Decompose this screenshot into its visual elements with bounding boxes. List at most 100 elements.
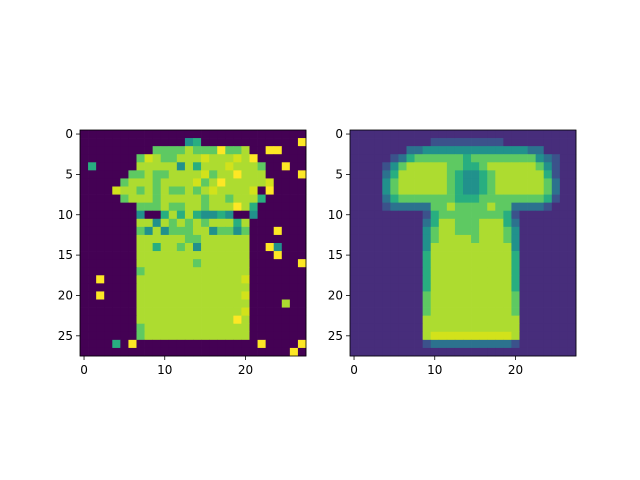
heatmap-cell [241,315,250,325]
heatmap-cell [225,307,234,316]
heatmap-cell [495,234,504,244]
heatmap-cell [511,194,520,203]
heatmap-cell [257,162,266,171]
heatmap-cell [96,130,105,139]
heatmap-cell [398,299,407,308]
heatmap-cell [567,259,577,268]
heatmap-cell [201,243,210,252]
heatmap-cell [176,146,186,155]
heatmap-cell [479,226,488,236]
heatmap-cell [446,218,456,228]
heatmap-cell [257,347,266,357]
heatmap-cell [535,210,545,220]
heatmap-cell [120,178,129,187]
heatmap-cell [543,251,553,260]
heatmap-cell [438,178,448,187]
heatmap-cell [414,186,423,195]
heatmap-cell [201,259,210,268]
heatmap-cell [249,218,258,228]
heatmap-cell [414,210,423,220]
heatmap-cell [446,347,456,357]
heatmap-cell [193,218,202,228]
heatmap-cell [136,162,145,171]
heatmap-cell [398,202,407,212]
heatmap-cell [535,130,545,139]
heatmap-cell [382,315,391,325]
heatmap-cell [168,226,178,236]
heatmap-cell [495,259,504,268]
heatmap-cell [406,347,415,357]
heatmap-cell [495,226,504,236]
heatmap-cell [527,210,536,220]
heatmap-cell [543,331,553,341]
heatmap-cell [136,267,145,276]
heatmap-cell [249,170,258,179]
heatmap-cell [217,315,226,325]
heatmap-cell [152,162,162,171]
axes-frame [349,129,577,357]
heatmap-cell [233,299,242,308]
heatmap-cell [152,138,162,147]
heatmap-cell [249,234,258,244]
heatmap-cell [168,331,178,341]
heatmap-cell [289,210,299,220]
heatmap-cell [350,162,359,171]
y-tick-label: 0 [335,127,343,141]
heatmap-cell [527,307,536,316]
heatmap-cell [479,291,488,300]
heatmap-cell [104,323,113,333]
heatmap-cell [297,291,307,300]
heatmap-cell [350,186,359,195]
heatmap-cell [422,291,432,300]
heatmap-cell [503,130,512,139]
heatmap-cell [176,331,186,341]
heatmap-cell [543,146,553,155]
heatmap-cell [273,331,283,341]
heatmap-cell [257,243,266,252]
heatmap-cell [297,210,307,220]
heatmap-cell [422,251,432,260]
heatmap-cell [511,347,520,357]
heatmap-cell [281,170,291,179]
heatmap-cell [430,243,440,252]
heatmap-cell [281,275,291,284]
heatmap-cell [519,299,528,308]
heatmap-cell [479,130,488,139]
heatmap-cell [519,275,528,284]
heatmap-cell [201,186,210,195]
heatmap-cell [281,347,291,357]
heatmap-cell [88,339,97,349]
heatmap-cell [366,243,375,252]
heatmap-cell [422,275,432,284]
heatmap-cell [96,339,105,349]
heatmap-cell [422,331,432,341]
heatmap-cell [519,162,528,171]
heatmap-cell [168,323,178,333]
heatmap-cell [209,307,218,316]
heatmap-cell [273,194,283,203]
heatmap-cell [438,154,448,163]
heatmap-cell [128,162,137,171]
x-tick-label: 10 [157,363,172,377]
heatmap-cell [406,154,415,163]
heatmap-cell [80,331,89,341]
heatmap-cell [96,331,105,341]
heatmap-cell [128,154,137,163]
heatmap-cell [265,259,275,268]
heatmap-cell [136,178,145,187]
heatmap-cell [257,210,266,220]
heatmap-cell [366,275,375,284]
heatmap-cell [265,267,275,276]
heatmap-cell [160,331,170,341]
heatmap-cell [527,275,536,284]
heatmap-cell [88,130,97,139]
heatmap-cell [136,315,145,325]
heatmap-cell [551,138,561,147]
heatmap-cell [265,347,275,357]
heatmap-cell [454,178,464,187]
heatmap-cell [257,226,266,236]
heatmap-cell [241,130,250,139]
heatmap-cell [551,162,561,171]
heatmap-cell [233,194,242,203]
heatmap-cell [414,259,423,268]
